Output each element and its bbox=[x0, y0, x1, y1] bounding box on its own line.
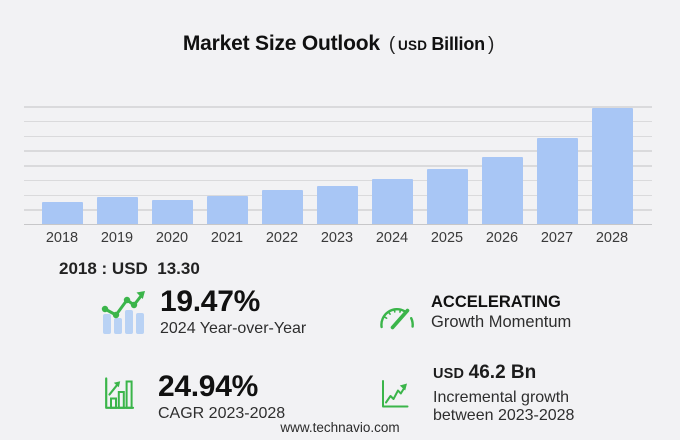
chart-title-main: Market Size Outlook bbox=[182, 32, 380, 55]
x-tick-2023: 2023 bbox=[320, 230, 354, 246]
plot-area bbox=[24, 106, 652, 225]
chart-title: Market Size Outlook (USD Billion) bbox=[0, 32, 680, 56]
title-open-paren: ( bbox=[388, 34, 395, 55]
bar-2027 bbox=[536, 137, 578, 224]
x-tick-2019: 2019 bbox=[100, 230, 134, 246]
x-tick-2027: 2027 bbox=[540, 230, 574, 246]
incremental-label-line2: between 2023-2028 bbox=[433, 406, 575, 424]
gauge-icon bbox=[378, 298, 416, 337]
bar-2028 bbox=[591, 108, 633, 224]
title-close-paren: ) bbox=[487, 34, 495, 55]
x-tick-2021: 2021 bbox=[210, 230, 244, 246]
cagr-label: CAGR 2023-2028 bbox=[158, 405, 286, 422]
bar-chart-trend-up-icon bbox=[100, 289, 148, 341]
bar-2023 bbox=[316, 185, 358, 224]
stat-yoy: 19.47% 2024 Year-over-Year bbox=[100, 287, 306, 341]
bar-2022 bbox=[261, 190, 303, 224]
bar-2018 bbox=[41, 201, 83, 224]
stat-momentum: ACCELERATING Growth Momentum bbox=[378, 293, 571, 337]
bar-2020 bbox=[151, 200, 193, 224]
stat-cagr: 24.94% CAGR 2023-2028 bbox=[104, 372, 285, 423]
gridline bbox=[24, 135, 652, 137]
x-tick-2026: 2026 bbox=[485, 230, 519, 246]
x-tick-2025: 2025 bbox=[430, 230, 464, 246]
bar-2026 bbox=[481, 156, 523, 224]
bar-2025 bbox=[426, 169, 468, 224]
growth-bars-arrow-icon bbox=[104, 376, 135, 415]
bar-2019 bbox=[96, 197, 138, 224]
stat-incremental: USD 46.2 Bn Incremental growth between 2… bbox=[380, 362, 574, 424]
title-currency: USD bbox=[397, 38, 428, 53]
x-axis-labels: 2018 2019 2020 2021 2022 2023 2024 2025 2026 2027… bbox=[24, 230, 652, 248]
x-tick-2022: 2022 bbox=[265, 230, 299, 246]
gridline bbox=[24, 165, 652, 167]
cagr-value: 24.94% bbox=[158, 370, 258, 403]
title-unit: Billion bbox=[431, 34, 485, 54]
incremental-value: USD 46.2 Bn bbox=[433, 362, 574, 384]
bar-2024 bbox=[371, 178, 413, 224]
gridline bbox=[24, 179, 652, 182]
momentum-label: Growth Momentum bbox=[431, 313, 572, 331]
line-chart-up-icon bbox=[380, 379, 409, 414]
base-year-note: 2018 : USD 13.30 bbox=[59, 259, 200, 278]
incremental-label-line1: Incremental growth bbox=[433, 389, 570, 406]
gridline bbox=[24, 120, 652, 123]
x-tick-2028: 2028 bbox=[595, 230, 629, 246]
x-tick-2018: 2018 bbox=[45, 230, 79, 246]
incremental-amount: 46.2 Bn bbox=[468, 362, 537, 383]
gridline bbox=[24, 150, 652, 152]
bar-2021 bbox=[206, 195, 248, 224]
yoy-value: 19.47% bbox=[160, 285, 260, 318]
gridline bbox=[24, 106, 652, 108]
x-tick-2024: 2024 bbox=[375, 230, 409, 246]
momentum-value: ACCELERATING bbox=[431, 293, 561, 311]
x-tick-2020: 2020 bbox=[155, 230, 189, 246]
yoy-label: 2024 Year-over-Year bbox=[160, 320, 307, 337]
incremental-currency: USD bbox=[433, 366, 465, 382]
source-url: www.technavio.com bbox=[280, 420, 400, 435]
